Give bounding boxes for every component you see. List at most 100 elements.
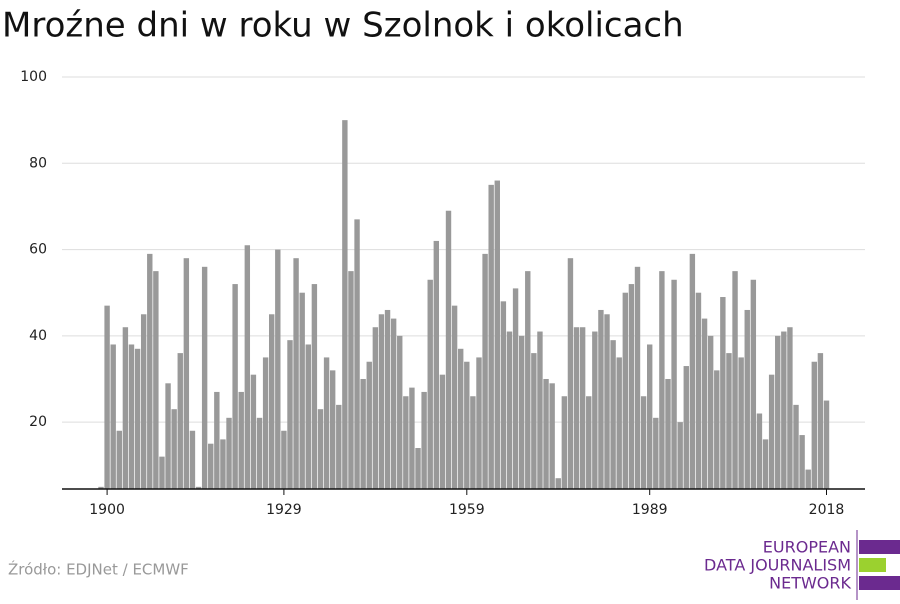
bar <box>592 331 598 489</box>
bar <box>720 297 726 489</box>
bar <box>677 422 683 489</box>
bar <box>171 409 177 489</box>
bar <box>195 486 202 489</box>
bar <box>488 184 494 490</box>
bar <box>573 327 580 489</box>
bar <box>494 180 500 490</box>
bar <box>531 353 537 489</box>
bar <box>543 378 549 489</box>
bar <box>415 448 421 489</box>
bar <box>201 266 208 489</box>
bar <box>177 353 183 489</box>
bar <box>665 378 671 489</box>
chart-title: Mroźne dni w roku w Szolnok i okolicach <box>2 6 684 46</box>
bar <box>159 456 165 489</box>
bar <box>336 404 342 489</box>
bar <box>512 288 519 489</box>
bar <box>250 374 257 489</box>
bar <box>549 383 555 489</box>
bar <box>823 400 830 489</box>
bar <box>153 271 159 489</box>
x-tick-label: 2018 <box>809 502 845 518</box>
bar <box>342 120 348 489</box>
bar <box>244 245 251 489</box>
bar <box>140 314 147 489</box>
y-tick-label: 60 <box>29 242 47 258</box>
bar <box>525 271 531 489</box>
x-tick-label: 1929 <box>266 502 302 518</box>
bar <box>214 391 220 489</box>
bar <box>409 387 415 489</box>
bar <box>104 305 110 489</box>
bar <box>439 374 446 489</box>
bar <box>208 443 214 489</box>
bar <box>659 271 665 489</box>
bar <box>134 348 141 489</box>
bar <box>256 417 263 489</box>
bar <box>634 266 641 489</box>
bar <box>628 284 635 489</box>
bar <box>445 210 452 489</box>
bar <box>616 357 622 489</box>
bar <box>689 253 696 489</box>
bar <box>726 353 732 489</box>
bar <box>348 271 354 489</box>
bar <box>451 305 458 489</box>
bar <box>787 327 793 489</box>
bar <box>372 327 379 489</box>
bar <box>384 309 391 489</box>
bar <box>323 357 330 489</box>
bar <box>427 279 433 489</box>
x-tick-label: 1989 <box>632 502 668 518</box>
bar <box>165 383 171 489</box>
bar <box>610 340 616 489</box>
bar <box>506 331 513 489</box>
bar <box>671 279 677 489</box>
y-tick-label: 80 <box>29 155 47 171</box>
logo-bar <box>859 576 900 590</box>
bar <box>354 219 360 489</box>
bar <box>555 478 561 489</box>
bar <box>781 331 787 489</box>
x-tick-label: 1900 <box>89 502 125 518</box>
bar <box>116 430 122 489</box>
bar <box>586 396 592 489</box>
bar <box>604 314 610 489</box>
bar <box>738 357 744 489</box>
bar <box>799 435 805 489</box>
bar <box>464 361 470 489</box>
bar <box>458 348 464 489</box>
y-tick-label: 40 <box>29 328 47 344</box>
bar <box>762 439 769 489</box>
source: Źródło: EDJNet / ECMWF <box>8 560 189 579</box>
bar <box>756 413 763 489</box>
bar <box>360 378 366 489</box>
y-tick-label: 20 <box>29 414 47 430</box>
bar <box>305 344 311 489</box>
bar <box>390 318 397 489</box>
bar <box>714 370 720 489</box>
bar <box>128 344 135 489</box>
bar <box>262 357 269 489</box>
bar <box>567 258 574 489</box>
bar <box>433 240 440 489</box>
bar <box>470 396 476 489</box>
bar <box>653 417 659 489</box>
bar <box>646 344 653 489</box>
bar <box>707 335 714 489</box>
bar <box>744 309 750 489</box>
bar <box>421 391 427 489</box>
bar <box>317 409 324 489</box>
logo-text: NETWORK <box>769 574 851 593</box>
logo-bar <box>859 540 900 554</box>
logo-text: EUROPEAN <box>763 538 851 557</box>
x-tick-label: 1959 <box>449 502 485 518</box>
bar <box>329 370 336 489</box>
bar <box>397 335 403 489</box>
bar <box>269 314 275 489</box>
bar <box>226 417 232 489</box>
bar <box>768 374 775 489</box>
bar <box>476 357 482 489</box>
bar <box>683 366 689 489</box>
